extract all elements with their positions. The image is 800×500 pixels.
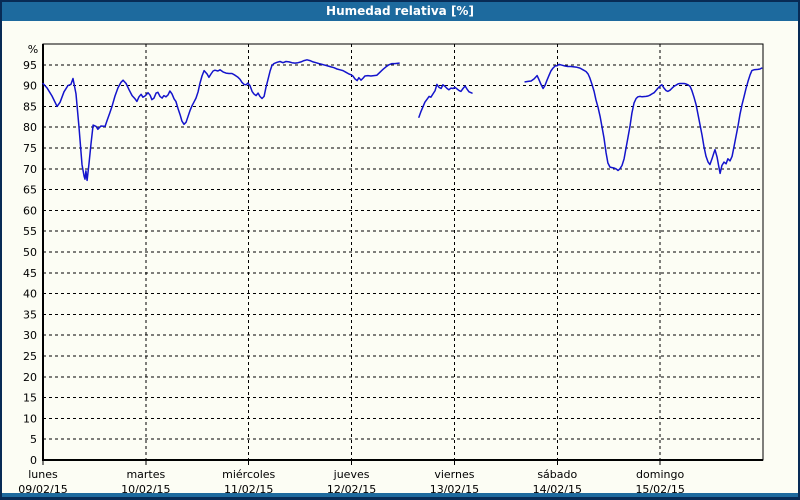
y-tick-label: 80	[23, 121, 37, 134]
day-name-label: viernes	[434, 468, 474, 481]
day-date-label: 14/02/15	[533, 483, 582, 496]
day-date-label: 10/02/15	[121, 483, 170, 496]
y-tick-label: 5	[30, 433, 37, 446]
day-name-label: miércoles	[222, 468, 275, 481]
y-tick-label: 35	[23, 308, 37, 321]
y-unit-label: %	[28, 43, 38, 56]
day-name-label: lunes	[28, 468, 58, 481]
window-bottom-frame	[2, 493, 798, 497]
humidity-line-segment	[418, 83, 473, 118]
day-name-label: sábado	[537, 468, 577, 481]
y-tick-label: 85	[23, 100, 37, 113]
day-date-label: 15/02/15	[635, 483, 684, 496]
y-tick-label: 10	[23, 412, 37, 425]
y-tick-label: 25	[23, 350, 37, 363]
chart-canvas: 0 5 10 15 20 25 30 35 40 45 50 55 60 65 70 75 80 85 90 95% l…	[18, 43, 764, 496]
humidity-line-segment	[42, 59, 400, 182]
y-tick-label: 30	[23, 329, 37, 342]
day-name-label: jueves	[333, 468, 370, 481]
day-name-label: domingo	[636, 468, 684, 481]
day-date-label: 13/02/15	[430, 483, 479, 496]
y-tick-label: 0	[30, 454, 37, 467]
day-date-label: 09/02/15	[18, 483, 67, 496]
y-tick-label: 20	[23, 371, 37, 384]
y-tick-label: 90	[23, 80, 37, 93]
y-tick-label: 55	[23, 225, 37, 238]
y-tick-label: 70	[23, 163, 37, 176]
chart-area: 0 5 10 15 20 25 30 35 40 45 50 55 60 65 70 75 80 85 90 95% l…	[2, 21, 798, 497]
window-titlebar[interactable]: Humedad relativa [%]	[2, 2, 798, 21]
y-tick-label: 50	[23, 246, 37, 259]
y-tick-label: 65	[23, 184, 37, 197]
y-tick-label: 45	[23, 267, 37, 280]
y-tick-label: 95	[23, 59, 37, 72]
day-name-label: martes	[126, 468, 165, 481]
day-date-label: 11/02/15	[224, 483, 273, 496]
y-tick-label: 40	[23, 288, 37, 301]
humidity-line-segment	[524, 63, 763, 175]
window-title: Humedad relativa [%]	[326, 4, 474, 18]
y-tick-label: 75	[23, 142, 37, 155]
day-date-label: 12/02/15	[327, 483, 376, 496]
y-tick-label: 15	[23, 392, 37, 405]
y-tick-label: 60	[23, 204, 37, 217]
